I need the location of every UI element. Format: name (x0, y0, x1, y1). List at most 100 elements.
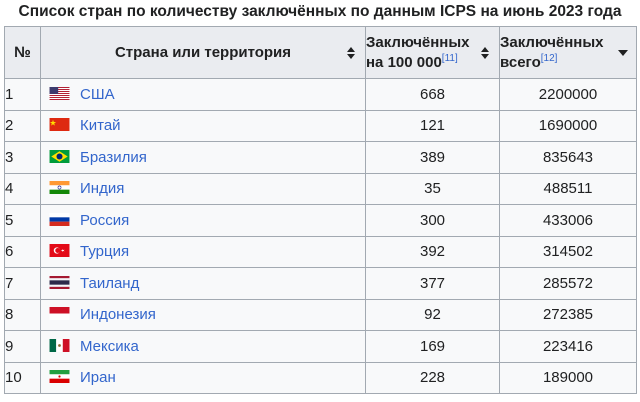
rate-cell: 389 (365, 141, 500, 174)
prisoners-table: № Страна или территория Заключённых на 1… (4, 26, 637, 394)
rate-cell: 121 (365, 109, 500, 142)
sort-descending-icon[interactable] (618, 49, 628, 57)
total-cell: 285572 (499, 267, 637, 300)
table-row: 1 США 668 2200000 (4, 78, 637, 111)
header-total-line2: всего (500, 53, 541, 71)
rate-value: 35 (424, 180, 441, 198)
th-flag-icon[interactable] (49, 275, 72, 291)
header-total-line1: Заключённых (500, 33, 604, 51)
country-cell: Иран (40, 361, 366, 394)
br-flag-icon[interactable] (49, 149, 72, 165)
row-number: 1 (4, 78, 41, 111)
total-value: 223416 (542, 337, 594, 355)
row-number-text: 10 (5, 369, 22, 387)
table-row: 9 Мексика 169 223416 (4, 330, 637, 363)
row-number-text: 5 (5, 211, 14, 229)
rate-cell: 668 (365, 78, 500, 111)
total-cell: 835643 (499, 141, 637, 174)
row-number: 3 (4, 141, 41, 174)
country-link[interactable]: Индонезия (80, 306, 156, 324)
total-value: 285572 (542, 274, 594, 292)
total-cell: 223416 (499, 330, 637, 363)
header-country[interactable]: Страна или территория (40, 26, 366, 79)
total-cell: 433006 (499, 204, 637, 237)
total-value: 189000 (542, 369, 594, 387)
total-cell: 2200000 (499, 78, 637, 111)
country-link[interactable]: Индия (80, 180, 125, 198)
row-number-text: 8 (5, 306, 14, 324)
total-cell: 1690000 (499, 109, 637, 142)
country-link[interactable]: Мексика (80, 337, 139, 355)
country-link[interactable]: Россия (80, 211, 130, 229)
country-link[interactable]: Таиланд (80, 274, 140, 292)
total-value: 272385 (542, 306, 594, 324)
table-row: 3 Бразилия 389 835643 (4, 141, 637, 174)
country-cell: Китай (40, 109, 366, 142)
rate-cell: 92 (365, 298, 500, 331)
table-row: 8 Индонезия 92 272385 (4, 298, 637, 331)
rate-value: 389 (419, 148, 446, 166)
row-number: 8 (4, 298, 41, 331)
header-rate-line2: на 100 000 (366, 53, 442, 71)
total-value: 433006 (542, 211, 594, 229)
rate-cell: 228 (365, 361, 500, 394)
country-cell: Индия (40, 172, 366, 205)
header-total[interactable]: Заключённых всего[12] (499, 26, 637, 79)
row-number-text: 9 (5, 337, 14, 355)
row-number-text: 2 (5, 117, 14, 135)
cn-flag-icon[interactable] (49, 118, 72, 133)
row-number: 7 (4, 267, 41, 300)
rate-cell: 169 (365, 330, 500, 363)
rate-cell: 392 (365, 235, 500, 268)
rate-value: 377 (419, 274, 446, 292)
country-cell: Мексика (40, 330, 366, 363)
table-row: 4 Индия 35 488511 (4, 172, 637, 205)
total-cell: 189000 (499, 361, 637, 394)
total-value: 314502 (542, 243, 594, 261)
row-number-text: 6 (5, 243, 14, 261)
row-number: 2 (4, 109, 41, 142)
rate-reference-link[interactable]: [11] (441, 52, 458, 64)
country-cell: Таиланд (40, 267, 366, 300)
row-number: 10 (4, 361, 41, 394)
header-row: № Страна или территория Заключённых на 1… (4, 26, 637, 79)
mx-flag-icon[interactable] (49, 338, 72, 354)
rate-value: 169 (419, 337, 446, 355)
row-number-text: 1 (5, 85, 14, 103)
total-value: 835643 (542, 148, 594, 166)
rate-cell: 35 (365, 172, 500, 205)
rate-value: 392 (419, 243, 446, 261)
country-cell: Турция (40, 235, 366, 268)
total-cell: 314502 (499, 235, 637, 268)
total-value: 1690000 (538, 117, 598, 135)
country-link[interactable]: США (80, 85, 115, 103)
rate-value: 121 (419, 117, 446, 135)
ru-flag-icon[interactable] (49, 212, 72, 228)
row-number: 9 (4, 330, 41, 363)
row-number: 4 (4, 172, 41, 205)
header-num-label: № (14, 43, 31, 61)
row-number: 5 (4, 204, 41, 237)
country-cell: США (40, 78, 366, 111)
country-link[interactable]: Иран (80, 369, 116, 387)
in-flag-icon[interactable] (49, 181, 72, 196)
total-cell: 272385 (499, 298, 637, 331)
table-caption: Список стран по количеству заключённых п… (18, 3, 622, 20)
id-flag-icon[interactable] (49, 307, 72, 322)
tr-flag-icon[interactable] (49, 244, 72, 259)
ir-flag-icon[interactable] (49, 370, 72, 385)
country-link[interactable]: Бразилия (80, 148, 147, 166)
table-row: 10 Иран 228 189000 (4, 361, 637, 394)
total-cell: 488511 (499, 172, 637, 205)
sort-both-icon[interactable] (347, 46, 355, 59)
sort-both-icon[interactable] (481, 46, 489, 59)
total-value: 488511 (543, 180, 593, 198)
country-link[interactable]: Китай (80, 117, 121, 135)
country-cell: Россия (40, 204, 366, 237)
row-number-text: 3 (5, 148, 14, 166)
country-link[interactable]: Турция (80, 243, 130, 261)
header-rate[interactable]: Заключённых на 100 000[11] (365, 26, 500, 79)
us-flag-icon[interactable] (49, 86, 72, 102)
row-number: 6 (4, 235, 41, 268)
total-reference-link[interactable]: [12] (540, 52, 558, 64)
